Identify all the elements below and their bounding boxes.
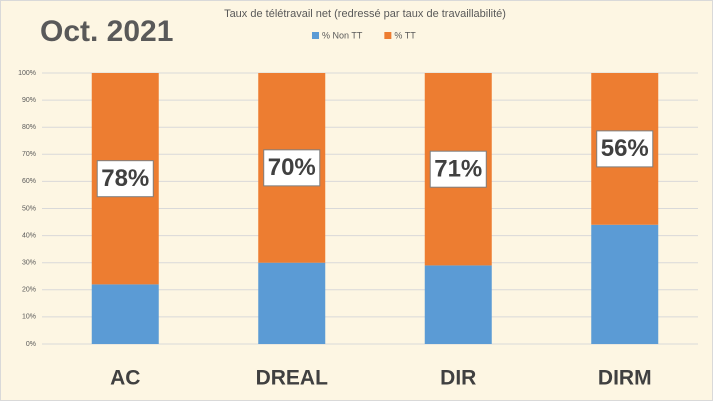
y-tick-label: 90% xyxy=(22,97,36,104)
legend-swatch xyxy=(312,32,319,39)
y-tick-label: 40% xyxy=(22,232,36,239)
bar-segment xyxy=(91,284,159,344)
y-tick-label: 50% xyxy=(22,205,36,212)
chart-title: Taux de télétravail net (redressé par ta… xyxy=(224,8,506,20)
legend-label: % Non TT xyxy=(322,30,363,40)
value-label: 78% xyxy=(101,165,149,192)
x-tick-label: DIRM xyxy=(598,367,652,390)
bar-segment xyxy=(258,262,326,344)
annotation: Oct. 2021 xyxy=(40,15,173,48)
y-tick-label: 10% xyxy=(22,314,36,321)
y-tick-label: 30% xyxy=(22,260,36,267)
y-tick-label: 80% xyxy=(22,124,36,131)
bar-segment xyxy=(591,224,659,344)
x-tick-label: DIR xyxy=(440,367,476,390)
value-label: 56% xyxy=(601,135,649,162)
legend-label: % TT xyxy=(394,30,416,40)
value-label-box xyxy=(429,150,487,188)
y-tick-label: 60% xyxy=(22,178,36,185)
value-label-box xyxy=(263,149,321,187)
y-tick-label: 100% xyxy=(18,70,36,77)
x-tick-label: DREAL xyxy=(256,367,329,390)
bar-segment xyxy=(424,265,492,344)
value-label-box xyxy=(96,160,154,198)
y-tick-label: 20% xyxy=(22,287,36,294)
legend-swatch xyxy=(384,32,392,39)
x-tick-label: AC xyxy=(110,367,140,390)
y-tick-label: 0% xyxy=(26,341,36,348)
y-tick-label: 70% xyxy=(22,151,36,158)
value-label: 71% xyxy=(434,156,482,183)
value-label: 70% xyxy=(268,154,316,181)
value-label-box xyxy=(596,130,654,168)
